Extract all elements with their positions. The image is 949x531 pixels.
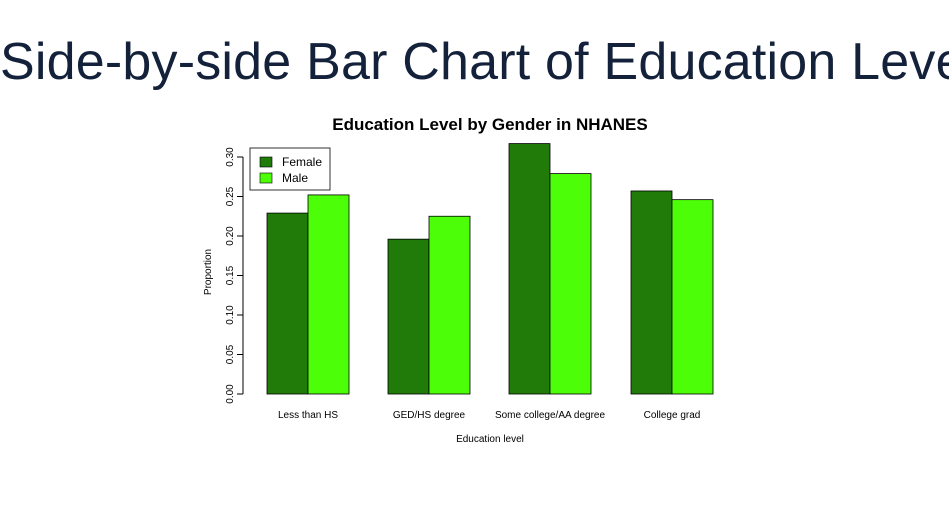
y-tick-label: 0.20: [225, 226, 236, 246]
x-tick-label: College grad: [644, 410, 701, 421]
legend-label-male: Male: [282, 171, 308, 185]
y-tick-label: 0.00: [225, 384, 236, 404]
bar-female: [387, 238, 430, 395]
x-tick-label: Less than HS: [278, 410, 338, 421]
legend-label-female: Female: [282, 155, 322, 169]
x-tick-label: GED/HS degree: [393, 410, 466, 421]
chart-title: Education Level by Gender in NHANES: [332, 115, 648, 134]
legend-swatch-female: [259, 156, 273, 168]
y-tick-label: 0.15: [225, 265, 236, 285]
y-tick-label: 0.10: [225, 305, 236, 325]
legend-swatch-male: [259, 172, 273, 184]
slide-title: Side-by-side Bar Chart of Education Leve…: [0, 33, 949, 91]
bar-male: [428, 215, 471, 395]
bar-male: [549, 173, 592, 395]
x-axis-label: Education level: [456, 434, 524, 445]
y-tick-label: 0.05: [225, 344, 236, 364]
y-axis-label: Proportion: [203, 249, 214, 295]
bar-female: [508, 143, 551, 395]
x-tick-label: Some college/AA degree: [495, 410, 606, 421]
y-tick-label: 0.25: [225, 186, 236, 206]
bar-female: [266, 212, 309, 395]
y-tick-label: 0.30: [225, 147, 236, 167]
bar-male: [307, 194, 350, 395]
bar-female: [630, 190, 673, 395]
plot-area: 0.00 0.05 0.10 0.15 0.20 0.25 0.30 Less than HS…: [225, 143, 714, 421]
bar-male: [671, 199, 714, 395]
